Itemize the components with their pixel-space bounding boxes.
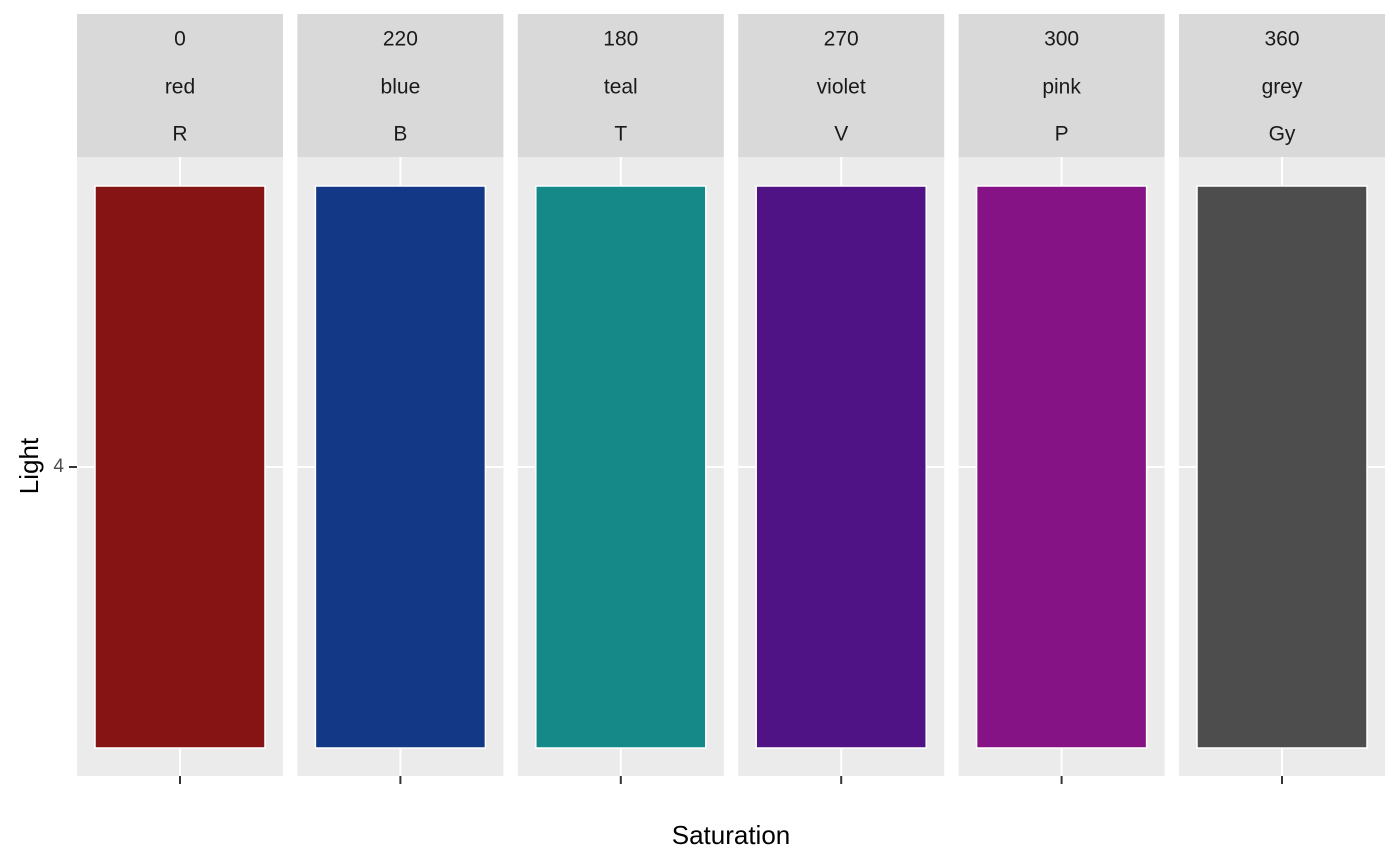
color-bar bbox=[314, 185, 487, 749]
strip-label: pink bbox=[1042, 76, 1081, 99]
color-bar bbox=[535, 185, 707, 749]
strip-background bbox=[958, 14, 1165, 157]
facet-panel: 220 blue B bbox=[297, 14, 504, 784]
strip-label: teal bbox=[604, 76, 638, 99]
strip-label: 0 bbox=[174, 28, 186, 51]
facet-panel: 360 grey Gy bbox=[1179, 14, 1385, 784]
strip-label: violet bbox=[817, 76, 866, 99]
strip-label: 270 bbox=[824, 28, 859, 51]
strip-label: Gy bbox=[1269, 123, 1296, 146]
color-bar bbox=[975, 185, 1148, 749]
strip-label: 300 bbox=[1044, 28, 1079, 51]
color-bar bbox=[94, 185, 266, 749]
facet-panel: 300 pink P bbox=[958, 14, 1165, 784]
y-axis-title: Light bbox=[14, 437, 44, 494]
strip-label: 180 bbox=[603, 28, 638, 51]
facet-panel: 270 violet V bbox=[738, 14, 945, 784]
strip-label: 220 bbox=[383, 28, 418, 51]
y-axis: 4 bbox=[53, 456, 77, 477]
strip-label: T bbox=[614, 123, 627, 146]
strip-label: red bbox=[165, 76, 195, 99]
y-tick-label: 4 bbox=[53, 456, 64, 477]
facet-panels: 0redR220blueB180tealT270violetV300pinkP3… bbox=[77, 14, 1385, 784]
strip-background bbox=[517, 14, 724, 157]
strip-background bbox=[1179, 14, 1385, 157]
strip-label: grey bbox=[1262, 76, 1303, 99]
color-bar bbox=[755, 185, 927, 749]
strip-background bbox=[738, 14, 945, 157]
facet-panel: 180 teal T bbox=[517, 14, 724, 784]
color-bar bbox=[1196, 185, 1368, 749]
strip-label: 360 bbox=[1264, 28, 1299, 51]
strip-label: P bbox=[1055, 123, 1069, 146]
strip-label: blue bbox=[381, 76, 421, 99]
strip-label: B bbox=[393, 123, 407, 146]
strip-background bbox=[297, 14, 504, 157]
strip-label: R bbox=[172, 123, 187, 146]
strip-label: V bbox=[834, 123, 848, 146]
strip-background bbox=[77, 14, 283, 157]
facet-panel: 0 red R bbox=[77, 14, 283, 784]
x-axis-title: Saturation bbox=[672, 820, 791, 850]
